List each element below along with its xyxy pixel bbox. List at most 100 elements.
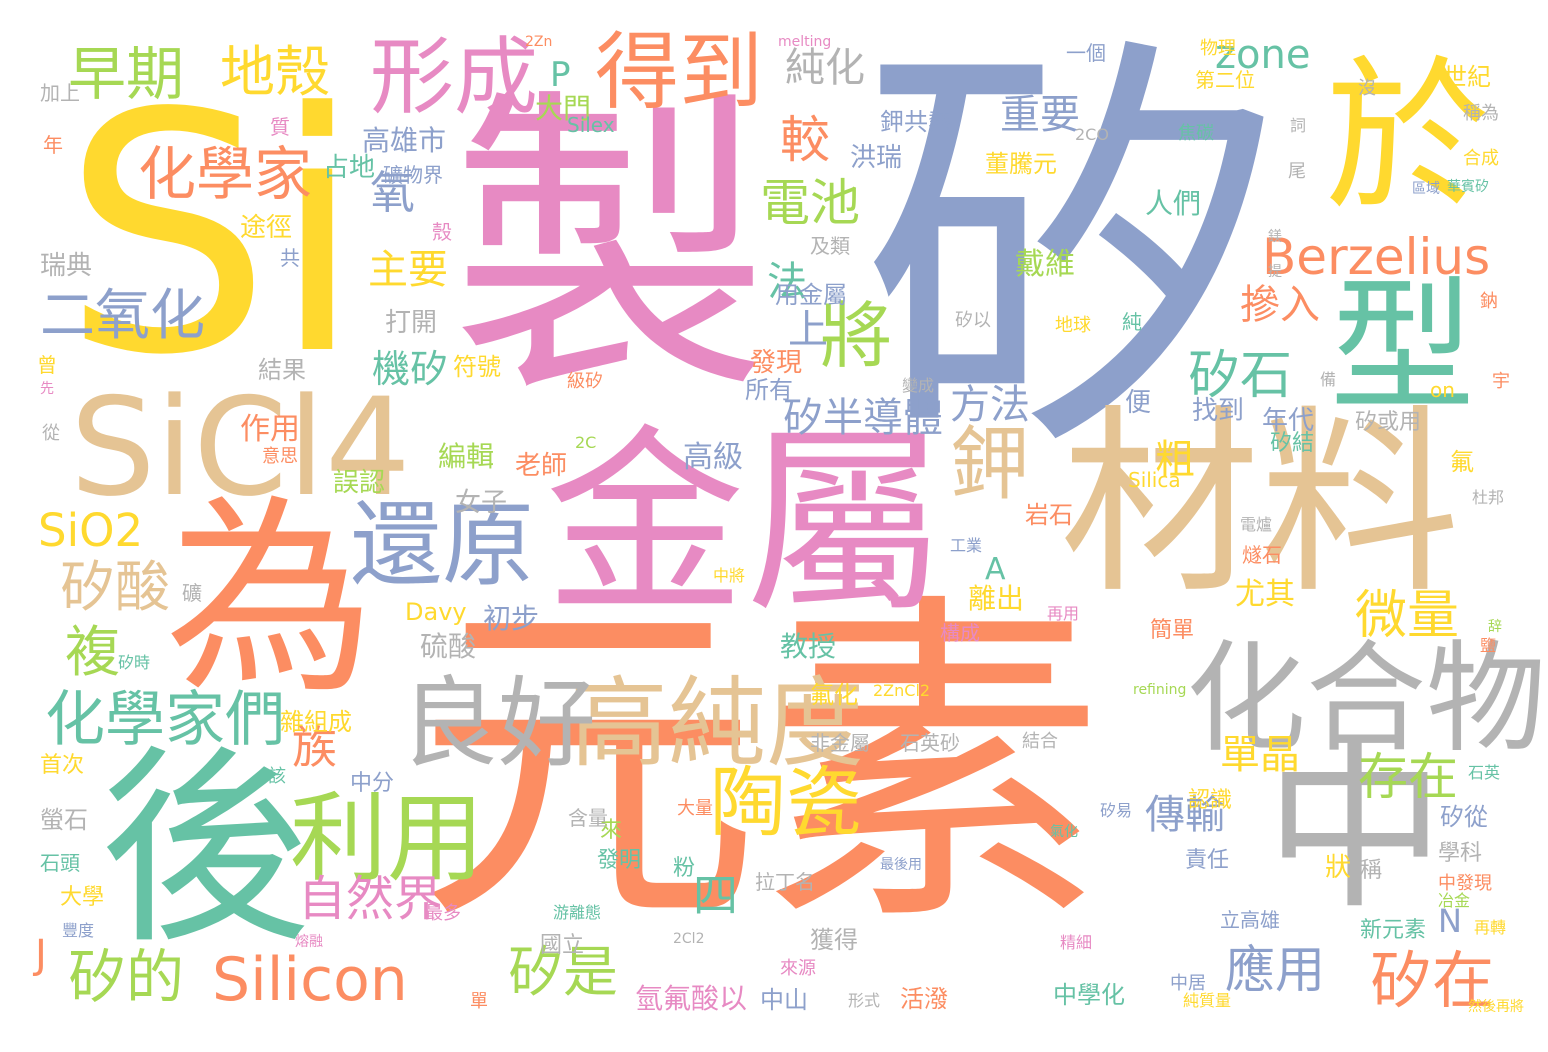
cloud-word: 氟化 [810, 681, 858, 709]
cloud-word: 還原 [350, 492, 535, 599]
cloud-word: 質 [270, 115, 290, 139]
cloud-word: 用金屬 [775, 281, 847, 309]
cloud-word: 摻入 [1240, 282, 1320, 328]
cloud-word: 年 [43, 133, 63, 157]
cloud-word: 意思 [262, 446, 298, 467]
cloud-word: 矽結 [1270, 431, 1315, 456]
cloud-word: 狀 [1325, 853, 1352, 883]
cloud-word: 型 [1330, 263, 1475, 432]
cloud-word: 老師 [515, 451, 568, 481]
cloud-word: 金屬 [545, 408, 946, 641]
cloud-word: 為 [165, 477, 376, 722]
cloud-word: 鈉 [1480, 291, 1498, 312]
cloud-word: 戴維 [1015, 247, 1075, 282]
cloud-word: 加上 [40, 81, 80, 105]
cloud-word: 螢石 [40, 806, 88, 834]
cloud-word: 粗 [1155, 437, 1195, 483]
cloud-word: 地殼 [220, 40, 331, 104]
cloud-word: 中學化 [1053, 981, 1125, 1009]
cloud-word: 2C [575, 433, 597, 452]
cloud-word: 族 [292, 721, 338, 774]
cloud-word: 高級 [683, 440, 743, 475]
cloud-word: 區域 [1412, 181, 1440, 197]
cloud-word: 機矽 [372, 347, 449, 391]
cloud-word: 鎂 [1268, 229, 1282, 245]
cloud-word: 共 [280, 246, 300, 270]
cloud-word: 化學家們 [45, 685, 285, 755]
cloud-word: 從 [42, 423, 60, 444]
cloud-word: 所有 [745, 376, 793, 404]
cloud-word: 大量 [677, 798, 713, 819]
cloud-word: Berzelius [1262, 228, 1491, 286]
cloud-word: 編輯 [438, 440, 495, 473]
cloud-word: 礦 [182, 581, 202, 605]
cloud-word: 曾 [37, 353, 57, 377]
cloud-word: 新元素 [1360, 918, 1427, 943]
cloud-word: 得到 [595, 23, 764, 121]
cloud-word: 重要 [1000, 92, 1080, 138]
cloud-word: 純化 [785, 45, 865, 91]
cloud-word: 中將 [713, 566, 746, 585]
cloud-word: 冶金 [1438, 891, 1471, 910]
cloud-word: 化合物 [1186, 630, 1546, 769]
cloud-word: 再轉 [1474, 918, 1507, 937]
cloud-word: 該 [268, 766, 286, 787]
cloud-word: 責任 [1185, 848, 1230, 873]
cloud-word: 占地 [323, 153, 376, 183]
cloud-word: 後 [100, 727, 311, 972]
cloud-word: 2ZnCl2 [873, 681, 931, 700]
cloud-word: 高純度 [570, 667, 865, 781]
cloud-word: 打開 [385, 308, 438, 338]
cloud-word: 氫氟酸以 [635, 982, 748, 1015]
cloud-word: 矽時 [118, 653, 151, 672]
cloud-word: melting [778, 34, 832, 50]
cloud-word: 應用 [1225, 941, 1325, 999]
cloud-word: 教授 [780, 630, 837, 663]
cloud-word: P [550, 55, 571, 95]
cloud-word: SiCl4 [70, 369, 411, 526]
cloud-word: 來 [600, 818, 623, 843]
cloud-word: 人們 [1145, 187, 1202, 220]
cloud-word: 華賓矽 [1447, 179, 1489, 195]
cloud-word: 級矽 [567, 371, 603, 392]
cloud-word: 瑞典 [40, 251, 93, 281]
cloud-word: 再用 [1047, 604, 1080, 623]
cloud-word: 化學家 [138, 140, 313, 208]
cloud-word: 鹽 [1480, 636, 1497, 655]
cloud-word: 2Cl2 [673, 931, 705, 947]
cloud-word: 尤其 [1235, 577, 1295, 612]
cloud-word: 變成 [902, 376, 935, 395]
cloud-word: 大學 [60, 885, 105, 910]
cloud-word: 認識 [1188, 788, 1233, 813]
cloud-word: 傳輸 [1145, 792, 1225, 838]
cloud-word: 燧石 [1242, 543, 1282, 567]
cloud-word: 氟 [1450, 448, 1474, 476]
cloud-word: 發明 [597, 848, 642, 873]
cloud-word: 稱 [1360, 858, 1383, 883]
cloud-word: 獲得 [810, 926, 858, 954]
cloud-word: 將 [820, 294, 893, 378]
cloud-word: 大門 [535, 92, 592, 125]
cloud-word: 法 [767, 259, 807, 305]
cloud-word: 學科 [1438, 841, 1483, 866]
cloud-word: 一個 [1066, 41, 1106, 65]
cloud-word: 發現 [750, 348, 803, 378]
cloud-word: 焦碳 [1178, 123, 1214, 144]
cloud-word: J [35, 932, 47, 978]
cloud-word: 立高雄 [1220, 908, 1280, 932]
cloud-word: 主要 [368, 247, 448, 293]
cloud-word: 矽從 [1440, 803, 1488, 831]
cloud-word: 單晶 [1220, 732, 1300, 778]
cloud-word: Davy [405, 598, 467, 626]
cloud-word: refining [1133, 682, 1187, 698]
cloud-word: Silica [1128, 468, 1181, 492]
cloud-word: 含量 [568, 806, 608, 830]
cloud-word: 地球 [1055, 315, 1091, 336]
cloud-word: 較 [780, 111, 830, 169]
cloud-word: 找到 [1192, 396, 1245, 426]
cloud-word: 物理 [1200, 38, 1236, 59]
cloud-word: SiO2 [38, 504, 144, 557]
cloud-word: 存在 [1358, 748, 1458, 806]
cloud-word: 及類 [810, 234, 850, 258]
cloud-word: 石英 [1468, 763, 1501, 782]
